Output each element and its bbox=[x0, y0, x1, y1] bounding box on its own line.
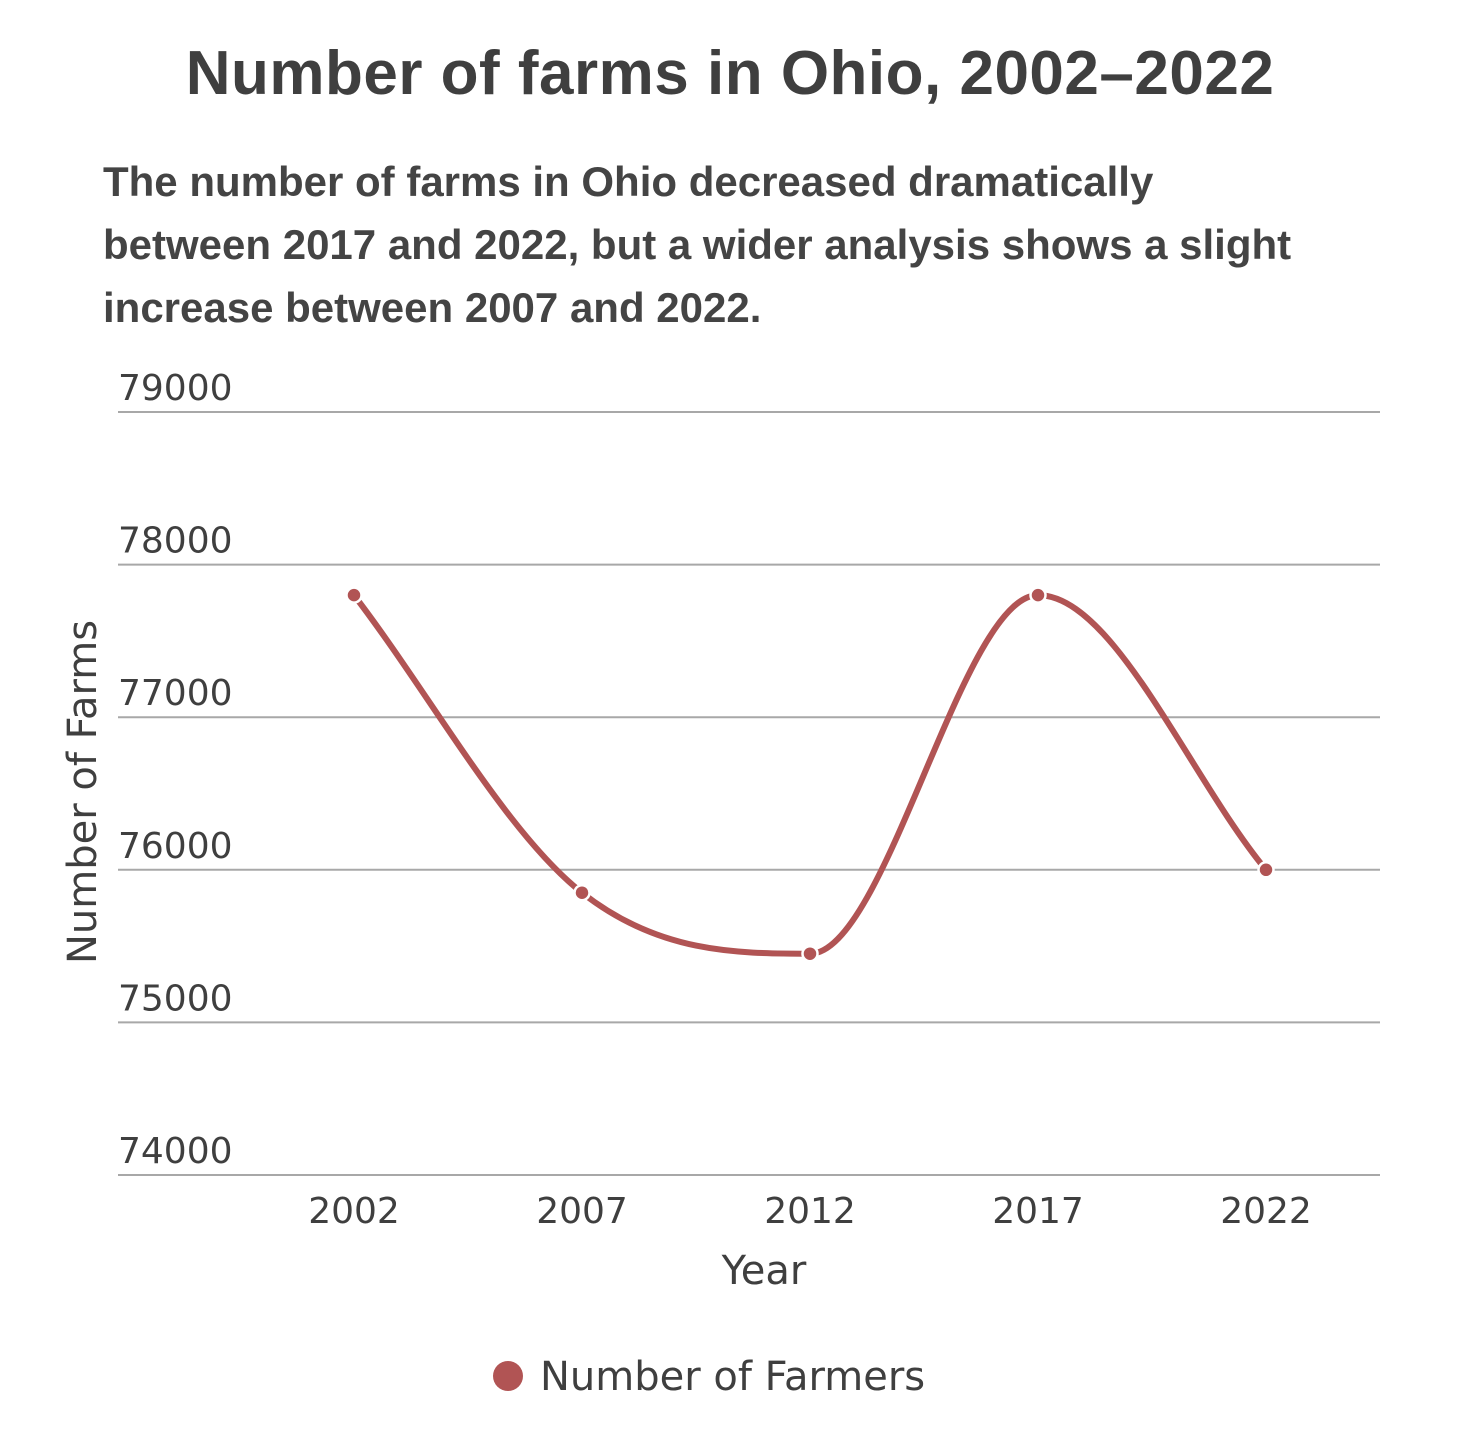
x-tick-label: 2007 bbox=[536, 1191, 628, 1232]
y-tick-label: 77000 bbox=[118, 673, 233, 714]
gridlines bbox=[118, 411, 1380, 1176]
data-point-2007 bbox=[573, 883, 591, 902]
chart-subtitle: The number of farms in Ohio decreased dr… bbox=[103, 158, 1292, 331]
x-axis-ticks: 2002 2007 2012 2017 2022 bbox=[308, 1191, 1312, 1232]
data-point-2017 bbox=[1029, 586, 1047, 604]
y-tick-label: 76000 bbox=[118, 826, 233, 867]
y-tick-label: 75000 bbox=[118, 978, 233, 1019]
data-point-2012 bbox=[801, 944, 819, 963]
y-tick-label: 74000 bbox=[118, 1131, 233, 1172]
y-tick-label: 79000 bbox=[118, 368, 233, 409]
x-axis-title: Year bbox=[721, 1248, 807, 1294]
data-point-2022 bbox=[1257, 861, 1275, 879]
legend-marker bbox=[493, 1361, 523, 1391]
data-points bbox=[345, 586, 1275, 963]
x-tick-label: 2022 bbox=[1220, 1191, 1312, 1232]
legend: Number of Farmers bbox=[493, 1354, 925, 1400]
series-line-number-of-farmers bbox=[351, 592, 1269, 957]
data-point-2002 bbox=[345, 586, 363, 604]
chart-title: Number of farms in Ohio, 2002–2022 bbox=[185, 39, 1275, 108]
legend-label: Number of Farmers bbox=[540, 1354, 925, 1400]
y-tick-label: 78000 bbox=[118, 521, 233, 562]
y-axis-title: Number of Farms bbox=[60, 620, 106, 964]
x-tick-label: 2002 bbox=[308, 1191, 400, 1232]
x-tick-label: 2012 bbox=[764, 1191, 856, 1232]
y-axis-ticks: 74000 75000 76000 77000 78000 79000 bbox=[118, 368, 233, 1172]
x-tick-label: 2017 bbox=[992, 1191, 1084, 1232]
